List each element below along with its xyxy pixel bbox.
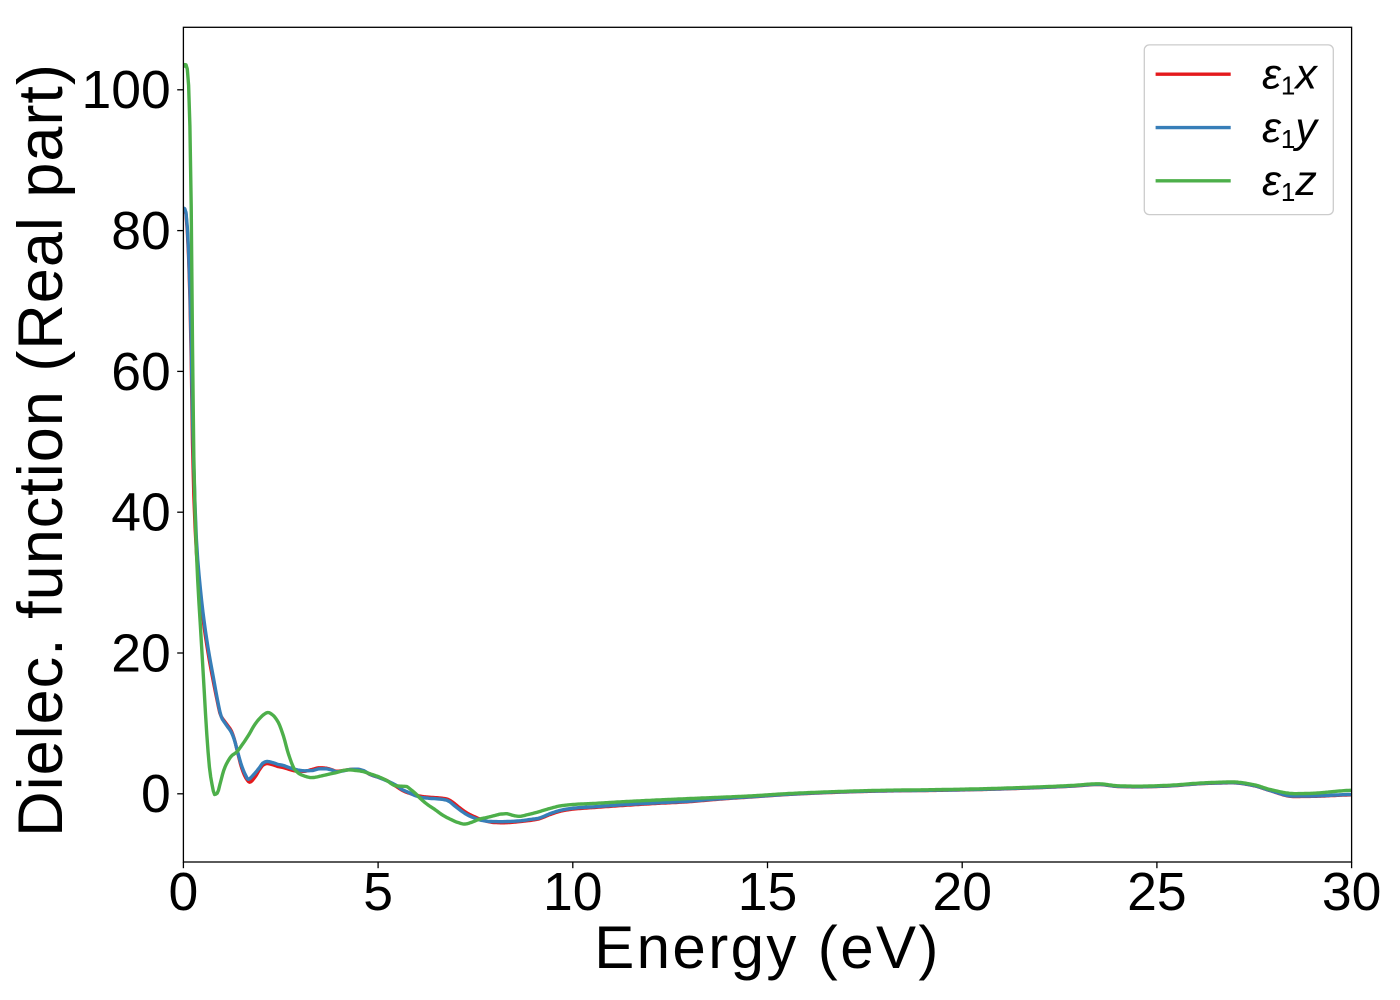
svg-text:40: 40: [111, 484, 171, 543]
svg-text:Dielec. function (Real part): Dielec. function (Real part): [6, 63, 76, 837]
svg-text:5: 5: [363, 863, 393, 922]
svg-text:20: 20: [932, 863, 992, 922]
svg-text:0: 0: [141, 765, 171, 824]
svg-text:15: 15: [738, 863, 798, 922]
svg-text:0: 0: [169, 863, 199, 922]
svg-text:20: 20: [111, 624, 171, 683]
svg-text:25: 25: [1127, 863, 1187, 922]
svg-text:30: 30: [1322, 863, 1382, 922]
svg-text:100: 100: [82, 61, 171, 120]
svg-text:80: 80: [111, 202, 171, 261]
svg-text:Energy (eV): Energy (eV): [594, 914, 941, 981]
svg-text:60: 60: [111, 343, 171, 402]
svg-text:ε1x: ε1x: [1262, 51, 1318, 101]
svg-text:10: 10: [543, 863, 603, 922]
